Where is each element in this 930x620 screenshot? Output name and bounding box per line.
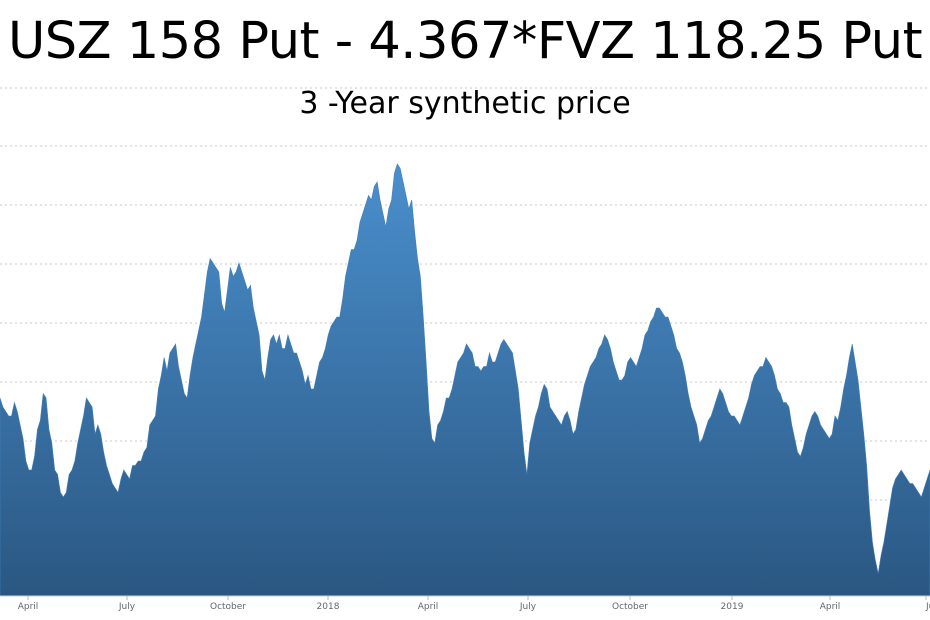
chart-subtitle: 3 -Year synthetic price	[299, 86, 631, 121]
x-tick-label: April	[820, 602, 841, 612]
x-tick-label: 2018	[317, 602, 340, 612]
x-tick-label: October	[210, 602, 246, 612]
x-tick-label: April	[418, 602, 439, 612]
series-area	[0, 163, 930, 597]
x-tick-label: October	[612, 602, 648, 612]
area-fill	[0, 163, 930, 597]
x-tick-label: Ju	[925, 602, 930, 612]
chart-title: USZ 158 Put - 4.367*FVZ 118.25 Put	[7, 12, 923, 71]
x-axis-ticks: April July October 2018 April July October 2019…	[18, 596, 930, 612]
x-tick-label: July	[118, 602, 136, 612]
x-tick-label: April	[18, 602, 39, 612]
x-tick-label: July	[519, 602, 537, 612]
x-tick-label: 2019	[721, 602, 744, 612]
